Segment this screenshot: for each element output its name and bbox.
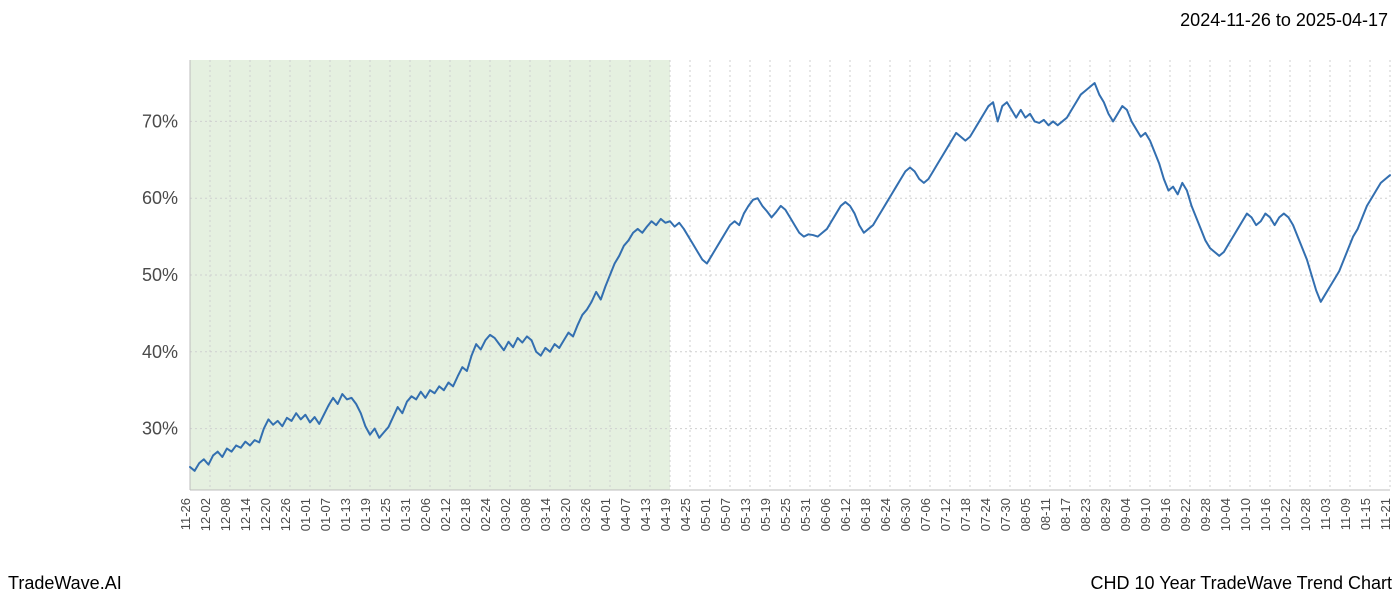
svg-text:08-11: 08-11 bbox=[1038, 498, 1053, 530]
svg-text:04-07: 04-07 bbox=[618, 498, 633, 531]
svg-text:07-24: 07-24 bbox=[978, 498, 993, 531]
svg-text:07-18: 07-18 bbox=[958, 498, 973, 531]
svg-text:08-05: 08-05 bbox=[1018, 498, 1033, 531]
svg-text:03-14: 03-14 bbox=[538, 498, 553, 531]
svg-text:05-25: 05-25 bbox=[778, 498, 793, 531]
svg-text:11-09: 11-09 bbox=[1338, 498, 1353, 530]
brand-label: TradeWave.AI bbox=[8, 573, 122, 594]
svg-text:08-17: 08-17 bbox=[1058, 498, 1073, 531]
svg-text:09-10: 09-10 bbox=[1138, 498, 1153, 531]
svg-text:11-15: 11-15 bbox=[1358, 498, 1373, 530]
svg-text:01-31: 01-31 bbox=[398, 498, 413, 531]
svg-text:09-16: 09-16 bbox=[1158, 498, 1173, 531]
svg-text:09-22: 09-22 bbox=[1178, 498, 1193, 531]
svg-text:12-02: 12-02 bbox=[198, 498, 213, 531]
svg-text:01-07: 01-07 bbox=[318, 498, 333, 531]
svg-text:07-30: 07-30 bbox=[998, 498, 1013, 531]
svg-text:03-08: 03-08 bbox=[518, 498, 533, 531]
svg-text:10-22: 10-22 bbox=[1278, 498, 1293, 531]
svg-text:03-20: 03-20 bbox=[558, 498, 573, 531]
svg-text:08-29: 08-29 bbox=[1098, 498, 1113, 531]
svg-text:01-01: 01-01 bbox=[298, 498, 313, 531]
svg-text:02-12: 02-12 bbox=[438, 498, 453, 531]
svg-text:06-18: 06-18 bbox=[858, 498, 873, 531]
svg-text:02-18: 02-18 bbox=[458, 498, 473, 531]
svg-text:10-10: 10-10 bbox=[1238, 498, 1253, 531]
svg-text:02-24: 02-24 bbox=[478, 498, 493, 531]
svg-text:01-25: 01-25 bbox=[378, 498, 393, 531]
chart-subtitle: CHD 10 Year TradeWave Trend Chart bbox=[1091, 573, 1392, 594]
svg-text:03-02: 03-02 bbox=[498, 498, 513, 531]
svg-text:04-01: 04-01 bbox=[598, 498, 613, 531]
svg-text:09-28: 09-28 bbox=[1198, 498, 1213, 531]
svg-text:09-04: 09-04 bbox=[1118, 498, 1133, 531]
svg-text:40%: 40% bbox=[142, 342, 178, 362]
svg-text:12-26: 12-26 bbox=[278, 498, 293, 531]
svg-text:05-31: 05-31 bbox=[798, 498, 813, 531]
date-range-label: 2024-11-26 to 2025-04-17 bbox=[1180, 10, 1388, 31]
svg-text:06-24: 06-24 bbox=[878, 498, 893, 531]
svg-text:01-13: 01-13 bbox=[338, 498, 353, 531]
svg-text:05-19: 05-19 bbox=[758, 498, 773, 531]
svg-text:12-14: 12-14 bbox=[238, 498, 253, 531]
svg-text:07-06: 07-06 bbox=[918, 498, 933, 531]
svg-text:04-19: 04-19 bbox=[658, 498, 673, 531]
svg-text:70%: 70% bbox=[142, 111, 178, 131]
svg-text:50%: 50% bbox=[142, 265, 178, 285]
svg-text:11-26: 11-26 bbox=[178, 498, 193, 530]
svg-text:06-12: 06-12 bbox=[838, 498, 853, 531]
svg-text:07-12: 07-12 bbox=[938, 498, 953, 531]
svg-text:10-04: 10-04 bbox=[1218, 498, 1233, 531]
svg-text:11-03: 11-03 bbox=[1318, 498, 1333, 530]
svg-text:06-06: 06-06 bbox=[818, 498, 833, 531]
svg-text:03-26: 03-26 bbox=[578, 498, 593, 531]
svg-text:05-13: 05-13 bbox=[738, 498, 753, 531]
svg-text:02-06: 02-06 bbox=[418, 498, 433, 531]
svg-text:11-21: 11-21 bbox=[1378, 498, 1393, 530]
svg-text:04-13: 04-13 bbox=[638, 498, 653, 531]
svg-text:10-16: 10-16 bbox=[1258, 498, 1273, 531]
svg-text:30%: 30% bbox=[142, 419, 178, 439]
svg-text:05-07: 05-07 bbox=[718, 498, 733, 531]
svg-text:12-20: 12-20 bbox=[258, 498, 273, 531]
svg-text:01-19: 01-19 bbox=[358, 498, 373, 531]
svg-text:06-30: 06-30 bbox=[898, 498, 913, 531]
svg-text:08-23: 08-23 bbox=[1078, 498, 1093, 531]
svg-text:05-01: 05-01 bbox=[698, 498, 713, 531]
svg-text:60%: 60% bbox=[142, 188, 178, 208]
svg-text:10-28: 10-28 bbox=[1298, 498, 1313, 531]
svg-text:04-25: 04-25 bbox=[678, 498, 693, 531]
svg-text:12-08: 12-08 bbox=[218, 498, 233, 531]
trend-chart: 30% 40% 50% 60% 70% 11-26 12-02 12-08 12-14 12-20… bbox=[0, 0, 1400, 600]
